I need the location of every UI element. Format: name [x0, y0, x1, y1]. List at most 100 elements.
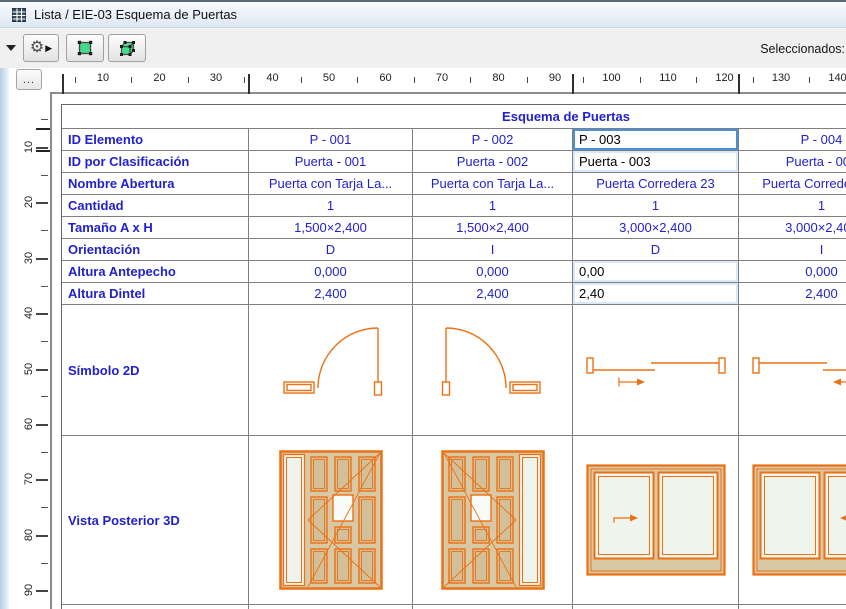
- value-cell[interactable]: 0,000: [249, 261, 412, 282]
- value-cell[interactable]: 2,400: [413, 283, 572, 304]
- value-cell[interactable]: Puerta con Tarja La...: [249, 173, 412, 194]
- value-cell[interactable]: Puerta con Tarja La...: [413, 173, 572, 194]
- ruler-mark: [527, 77, 528, 83]
- ruler-mark: [36, 258, 48, 260]
- preview-3d-cell[interactable]: [413, 436, 572, 604]
- value-cell[interactable]: 1: [573, 195, 738, 216]
- row-label-simbolo-2d[interactable]: Símbolo 2D: [62, 305, 248, 435]
- value-cell[interactable]: Puerta Corredera 23: [573, 173, 738, 194]
- ruler-mark: [41, 452, 48, 453]
- table-row: [249, 605, 412, 609]
- ruler-mark: 50: [323, 72, 335, 84]
- symbol-cell[interactable]: [739, 305, 846, 435]
- value-cell[interactable]: 3,000×2,400: [739, 217, 846, 238]
- value-cell[interactable]: P - 002: [413, 129, 572, 150]
- value-cell[interactable]: 1,500×2,400: [413, 217, 572, 238]
- pane-menu-arrow-icon[interactable]: [6, 45, 16, 51]
- edit-cell[interactable]: 0,00: [573, 261, 738, 282]
- value-cell[interactable]: D: [573, 239, 738, 260]
- selected-count-label: Seleccionados:: [760, 42, 845, 56]
- row-label-cantidad[interactable]: Cantidad: [62, 195, 248, 216]
- row-label-altura-dintel[interactable]: Altura Dintel: [62, 283, 248, 304]
- schedule-table-icon: [12, 8, 26, 22]
- ruler-mark: [41, 341, 48, 342]
- ruler-mark: [244, 77, 245, 83]
- marquee-2d-button[interactable]: [66, 34, 104, 62]
- ruler-mark: 140: [828, 72, 846, 84]
- table-title: Esquema de Puertas: [62, 105, 846, 128]
- ruler-mark: [36, 424, 48, 426]
- ruler-mark: 10: [23, 136, 35, 158]
- ruler-mark: 80: [492, 72, 504, 84]
- value-cell[interactable]: D: [249, 239, 412, 260]
- value-cell[interactable]: 2,400: [249, 283, 412, 304]
- symbol-cell[interactable]: [249, 305, 412, 435]
- row-label-vista-posterior-3d[interactable]: Vista Posterior 3D: [62, 436, 248, 604]
- value-cell[interactable]: Puerta - 002: [413, 151, 572, 172]
- window-title: Lista / EIE-03 Esquema de Puertas: [34, 7, 237, 22]
- value-cell[interactable]: I: [413, 239, 572, 260]
- table-row: [413, 605, 572, 609]
- door-schedule-table: Esquema de Puertas ID Elemento P - 001 P…: [61, 104, 846, 609]
- swing-door-left-icon: [418, 320, 568, 420]
- row-label-orientacion[interactable]: Orientación: [62, 239, 248, 260]
- row-label-nombre-abertura[interactable]: Nombre Abertura: [62, 173, 248, 194]
- value-cell[interactable]: 0,000: [739, 261, 846, 282]
- ruler-options-button[interactable]: ...: [16, 69, 42, 90]
- row-label-altura-antepecho[interactable]: Altura Antepecho: [62, 261, 248, 282]
- value-cell[interactable]: 1: [739, 195, 846, 216]
- window-edge: [0, 68, 9, 609]
- ruler-mark: 30: [210, 72, 222, 84]
- row-label-tamano[interactable]: Tamaño A x H: [62, 217, 248, 238]
- symbol-cell[interactable]: [573, 305, 738, 435]
- sliding-glass-door-icon: [586, 464, 726, 576]
- edit-cell[interactable]: Puerta - 003: [573, 151, 738, 172]
- value-cell[interactable]: 3,000×2,400: [573, 217, 738, 238]
- settings-button[interactable]: ⚙ ▶: [23, 34, 59, 62]
- value-cell[interactable]: P - 004: [739, 129, 846, 150]
- marquee-3d-button[interactable]: [108, 34, 146, 62]
- value-cell[interactable]: P - 001: [249, 129, 412, 150]
- value-cell[interactable]: 1: [413, 195, 572, 216]
- symbol-cell[interactable]: [413, 305, 572, 435]
- row-label-id-elemento[interactable]: ID Elemento: [62, 129, 248, 150]
- preview-3d-cell[interactable]: [739, 436, 846, 604]
- ruler-mark: [41, 563, 48, 564]
- value-cell[interactable]: 2,400: [739, 283, 846, 304]
- preview-3d-cell[interactable]: [573, 436, 738, 604]
- edit-cell[interactable]: 2,40: [573, 283, 738, 304]
- ruler-mark: 70: [436, 72, 448, 84]
- row-label-id-clasificacion[interactable]: ID por Clasificación: [62, 151, 248, 172]
- value-cell[interactable]: Puerta - 004: [739, 151, 846, 172]
- active-edit-cell[interactable]: P - 003: [573, 129, 738, 150]
- ruler-mark: [572, 74, 574, 94]
- ruler-mark: [36, 202, 48, 204]
- ruler-mark: 20: [153, 72, 165, 84]
- ruler-mark: 80: [23, 524, 35, 546]
- value-cell[interactable]: Puerta Corredera 23: [739, 173, 846, 194]
- ruler-mark: [36, 369, 48, 371]
- value-cell[interactable]: 0,000: [413, 261, 572, 282]
- marquee-3d-icon: [118, 39, 137, 57]
- value-cell[interactable]: 1,500×2,400: [249, 217, 412, 238]
- ruler-mark: [357, 77, 358, 83]
- ruler-mark: 10: [97, 72, 109, 84]
- ruler-mark: 40: [266, 72, 278, 84]
- panel-door-sidelight-left-icon: [279, 450, 383, 590]
- ruler-mark: 40: [23, 302, 35, 324]
- ruler-mark: [131, 77, 132, 83]
- value-cell[interactable]: I: [739, 239, 846, 260]
- ruler-mark: [75, 77, 76, 83]
- value-cell[interactable]: Puerta - 001: [249, 151, 412, 172]
- ruler-mark: 70: [23, 468, 35, 490]
- ruler-mark: [753, 77, 754, 83]
- ruler-mark: [41, 286, 48, 287]
- table-row: [573, 605, 738, 609]
- ruler-mark: [41, 507, 48, 508]
- ruler-mark: [640, 77, 641, 83]
- value-cell[interactable]: 1: [249, 195, 412, 216]
- marquee-2d-icon: [76, 39, 94, 57]
- preview-3d-cell[interactable]: [249, 436, 412, 604]
